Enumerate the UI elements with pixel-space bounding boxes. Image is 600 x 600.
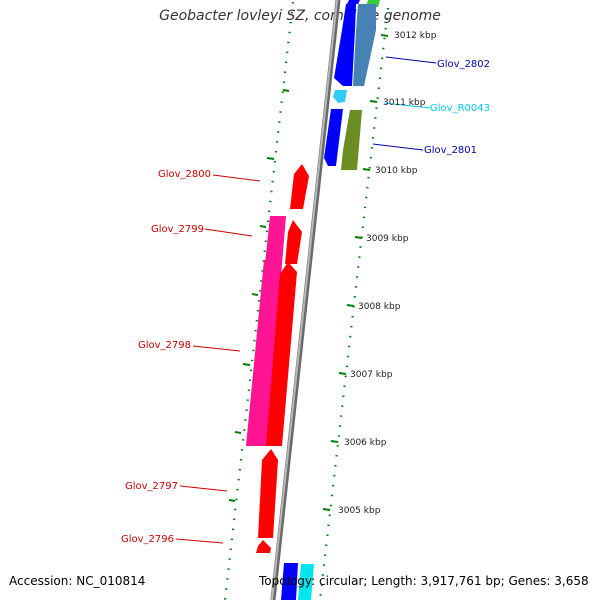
accession-text: Accession: NC_010814 — [9, 574, 146, 588]
kbp-label-3010: 3010 kbp — [375, 166, 418, 176]
topology-text: Topology: circular; Length: 3,917,761 bp… — [259, 574, 589, 588]
gene-glov-r0043[interactable] — [333, 90, 347, 103]
kbp-label-3011: 3011 kbp — [383, 98, 426, 108]
gene-glov-2797[interactable] — [258, 449, 278, 538]
gene-label-glov-2801[interactable]: Glov_2801 — [424, 145, 477, 156]
bottom-cyan-feature[interactable] — [298, 564, 314, 600]
gene-label-glov-2799[interactable]: Glov_2799 — [151, 224, 204, 235]
gene-label-glov-2802[interactable]: Glov_2802 — [437, 59, 490, 70]
kbp-label-3009: 3009 kbp — [366, 234, 409, 244]
gene-glov-2796[interactable] — [256, 540, 271, 553]
gene-glov-2800[interactable] — [290, 164, 309, 209]
gene-label-glov-2796[interactable]: Glov_2796 — [121, 534, 174, 545]
kbp-label-3006: 3006 kbp — [344, 438, 387, 448]
gene-glov-2798-pink[interactable] — [246, 260, 279, 446]
inner-major-ticks — [322, 34, 389, 511]
gene-label-glov-2800[interactable]: Glov_2800 — [158, 169, 211, 180]
outer-major-ticks — [228, 89, 290, 502]
bottom-blue-feature[interactable] — [281, 563, 298, 600]
gene-glov-2799[interactable] — [285, 220, 302, 264]
gene-label-glov-2797[interactable]: Glov_2797 — [125, 481, 178, 492]
label-leader-lines — [175, 56, 437, 544]
gene-glov-2798[interactable] — [266, 262, 297, 446]
gene-glov-2801[interactable] — [341, 110, 362, 170]
kbp-label-3005: 3005 kbp — [338, 506, 381, 516]
kbp-label-3012: 3012 kbp — [394, 31, 437, 41]
gene-label-glov-2798[interactable]: Glov_2798 — [138, 340, 191, 351]
kbp-label-3008: 3008 kbp — [358, 302, 401, 312]
gene-glov-2802-blue[interactable] — [334, 4, 356, 86]
kbp-label-3007: 3007 kbp — [350, 370, 393, 380]
gene-glov-2802[interactable] — [353, 4, 376, 86]
outer-dotted-ring — [223, 1, 295, 600]
gene-label-glov-r0043[interactable]: Glov_R0043 — [430, 103, 490, 114]
gene-glov-2801-blue[interactable] — [324, 109, 343, 166]
